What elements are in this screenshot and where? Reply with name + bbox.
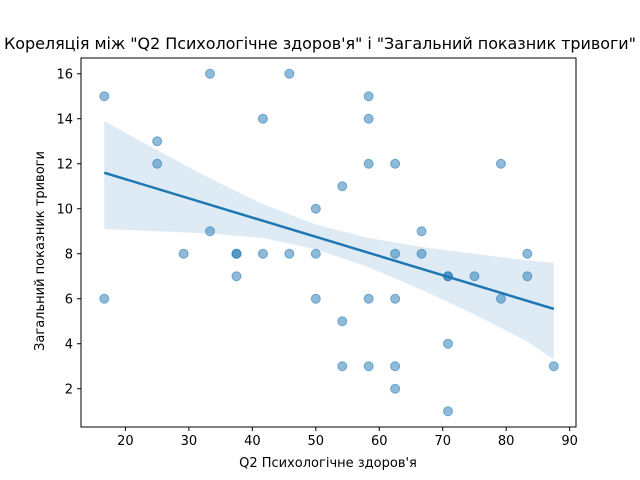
regression-line	[103, 171, 555, 311]
data-point	[152, 136, 163, 147]
plot-frame	[80, 57, 577, 428]
data-point	[310, 293, 321, 304]
data-point	[337, 316, 348, 327]
data-point	[442, 406, 453, 417]
data-point	[522, 248, 533, 259]
data-point	[231, 271, 242, 282]
data-point	[257, 248, 268, 259]
x-axis-label: Q2 Психологічне здоров'я	[239, 456, 417, 471]
data-point	[363, 361, 374, 372]
data-point	[390, 383, 401, 394]
y-tick-label: 16	[56, 67, 73, 82]
points-layer	[99, 68, 559, 417]
y-tick-label: 4	[65, 337, 73, 352]
data-point	[363, 293, 374, 304]
data-point	[152, 158, 163, 169]
y-axis: 2 4 6 8 10 12 14 16	[56, 67, 81, 397]
data-point	[205, 68, 216, 79]
data-point	[337, 361, 348, 372]
x-tick-label: 20	[117, 434, 134, 449]
data-point	[416, 226, 427, 237]
data-point	[442, 338, 453, 349]
data-point	[284, 248, 295, 259]
data-point	[390, 293, 401, 304]
data-point	[363, 158, 374, 169]
data-point	[310, 248, 321, 259]
x-tick-label: 70	[434, 434, 451, 449]
y-tick-label: 8	[65, 247, 73, 262]
x-tick-label: 30	[181, 434, 198, 449]
data-point	[469, 271, 480, 282]
data-point	[548, 361, 559, 372]
x-tick-label: 80	[498, 434, 515, 449]
data-point	[495, 293, 506, 304]
data-point	[390, 248, 401, 259]
x-tick-label: 90	[561, 434, 578, 449]
x-tick-label: 50	[308, 434, 325, 449]
plot-area	[99, 68, 559, 417]
x-axis: 20 30 40 50 60 70 80 90	[117, 427, 578, 449]
data-point	[257, 113, 268, 124]
data-point	[99, 293, 110, 304]
data-point	[522, 271, 533, 282]
data-point	[178, 248, 189, 259]
x-tick-label: 40	[244, 434, 261, 449]
data-point	[363, 113, 374, 124]
data-point	[231, 248, 242, 259]
y-axis-label: Загальний показник тривоги	[33, 151, 48, 351]
y-tick-label: 14	[56, 112, 73, 127]
x-tick-label: 60	[371, 434, 388, 449]
data-point	[310, 203, 321, 214]
data-point	[363, 91, 374, 102]
data-point	[205, 226, 216, 237]
y-tick-label: 2	[65, 382, 73, 397]
data-point	[390, 361, 401, 372]
data-point	[337, 181, 348, 192]
data-point	[99, 91, 110, 102]
data-point	[284, 68, 295, 79]
y-tick-label: 6	[65, 292, 73, 307]
chart-title: Кореляція між "Q2 Психологічне здоров'я"…	[4, 34, 636, 53]
data-point	[495, 158, 506, 169]
y-tick-label: 10	[56, 202, 73, 217]
data-point	[390, 158, 401, 169]
y-tick-label: 12	[56, 157, 73, 172]
data-point	[416, 248, 427, 259]
